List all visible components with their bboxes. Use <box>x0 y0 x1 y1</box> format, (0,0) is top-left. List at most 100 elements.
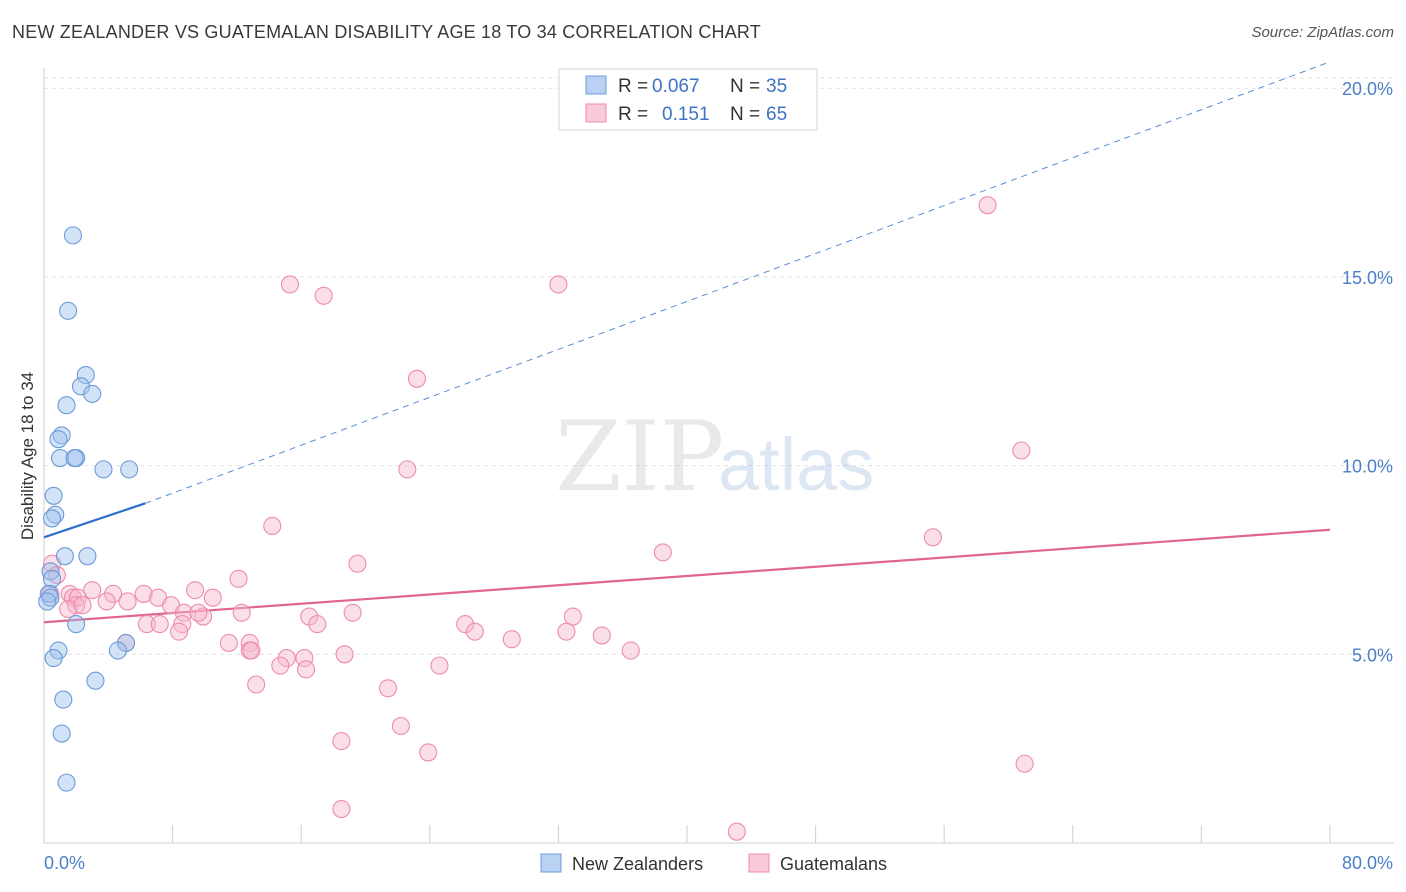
point-guatemalans <box>378 679 398 698</box>
legend-swatch-new-zealanders <box>585 75 607 95</box>
data-points <box>38 196 1034 841</box>
point-new-zealanders <box>108 641 127 660</box>
source-label: Source: ZipAtlas.com <box>1251 24 1394 41</box>
point-guatemalans <box>348 554 367 573</box>
point-guatemalans <box>308 615 327 634</box>
point-guatemalans <box>134 584 153 603</box>
legend-n-value-2: 65 <box>766 104 787 125</box>
point-guatemalans <box>407 369 426 388</box>
trend-lines <box>43 61 1331 624</box>
point-guatemalans <box>59 599 78 619</box>
legend-n-label-1: N = <box>730 76 760 97</box>
y-tick-label: 5.0% <box>1352 645 1393 665</box>
point-guatemalans <box>242 641 261 660</box>
point-guatemalans <box>263 516 282 536</box>
trend-line-solid-1 <box>43 528 1331 624</box>
point-new-zealanders <box>57 773 76 792</box>
legend-swatch-guatemalans <box>585 103 607 123</box>
legend-r-label-1: R = <box>618 76 648 97</box>
point-guatemalans <box>621 641 640 660</box>
x-tick-label-max: 80.0% <box>1342 853 1393 873</box>
point-guatemalans <box>73 596 92 615</box>
y-tick-label: 10.0% <box>1342 457 1393 477</box>
point-guatemalans <box>118 592 137 611</box>
point-new-zealanders <box>44 649 63 668</box>
point-guatemalans <box>186 581 205 600</box>
point-guatemalans <box>169 622 189 641</box>
point-new-zealanders <box>59 301 78 320</box>
axes <box>43 68 1394 844</box>
point-guatemalans <box>314 286 333 305</box>
series-legend-guatemalans: Guatemalans <box>780 854 887 874</box>
point-new-zealanders <box>38 592 57 611</box>
point-guatemalans <box>343 603 362 622</box>
point-new-zealanders <box>42 569 62 588</box>
trend-line-dashed-0 <box>145 61 1331 504</box>
point-new-zealanders <box>83 384 102 403</box>
point-guatemalans <box>502 630 521 649</box>
legend-n-label-2: N = <box>730 104 760 125</box>
legend-r-value-2: 0.151 <box>662 104 710 125</box>
point-guatemalans <box>277 649 296 668</box>
point-new-zealanders <box>44 486 63 505</box>
point-new-zealanders <box>51 448 70 468</box>
point-guatemalans <box>332 799 351 819</box>
point-guatemalans <box>456 615 475 634</box>
point-new-zealanders <box>65 448 84 468</box>
point-new-zealanders <box>49 430 68 449</box>
y-tick-labels: 5.0% 10.0% 15.0% 20.0% <box>1342 79 1393 665</box>
point-guatemalans <box>727 822 746 841</box>
point-new-zealanders <box>57 396 76 415</box>
point-guatemalans <box>592 626 611 645</box>
x-tick-label-min: 0.0% <box>44 853 85 873</box>
grid-lines <box>44 77 1394 655</box>
point-guatemalans <box>97 592 116 611</box>
point-guatemalans <box>137 615 156 634</box>
point-new-zealanders <box>67 615 86 634</box>
point-guatemalans <box>549 275 568 294</box>
point-new-zealanders <box>63 226 82 245</box>
point-guatemalans <box>419 743 438 762</box>
point-guatemalans <box>398 460 417 479</box>
point-new-zealanders <box>55 547 74 566</box>
point-guatemalans <box>219 633 238 653</box>
series-legend-new-zealanders: New Zealanders <box>572 854 703 874</box>
point-guatemalans <box>653 543 672 562</box>
point-guatemalans <box>563 607 582 626</box>
point-guatemalans <box>271 656 290 675</box>
point-guatemalans <box>923 528 942 547</box>
y-axis-title: Disability Age 18 to 34 <box>18 372 37 540</box>
point-new-zealanders <box>41 562 60 581</box>
series-legend: New Zealanders Guatemalans <box>540 853 887 874</box>
chart-title: NEW ZEALANDER VS GUATEMALAN DISABILITY A… <box>12 22 761 42</box>
correlation-legend: R = 0.067 N = 35 R = 0.151 N = 65 <box>558 68 818 131</box>
y-tick-label: 20.0% <box>1342 79 1393 99</box>
point-guatemalans <box>247 675 266 694</box>
point-guatemalans <box>150 615 169 634</box>
point-guatemalans <box>240 633 259 653</box>
point-guatemalans <box>83 581 102 600</box>
point-new-zealanders <box>42 509 62 528</box>
series-legend-swatch-guatemalans <box>748 853 770 873</box>
point-new-zealanders <box>120 460 139 479</box>
legend-r-label-2: R = <box>618 104 648 125</box>
point-new-zealanders <box>76 365 95 385</box>
trend-line-solid-0 <box>43 502 146 539</box>
point-guatemalans <box>296 660 316 679</box>
point-guatemalans <box>557 622 576 641</box>
point-guatemalans <box>978 196 997 215</box>
point-new-zealanders <box>86 671 105 690</box>
point-new-zealanders <box>54 690 73 709</box>
legend-r-value-1: 0.067 <box>652 76 700 97</box>
point-guatemalans <box>174 603 193 622</box>
legend-n-value-1: 35 <box>766 76 787 97</box>
point-guatemalans <box>465 622 484 641</box>
point-new-zealanders <box>52 724 71 743</box>
watermark: ZIP atlas <box>555 401 874 513</box>
point-guatemalans <box>1012 441 1031 460</box>
point-guatemalans <box>229 569 248 588</box>
point-guatemalans <box>189 603 208 622</box>
watermark-zip: ZIP <box>555 401 724 513</box>
point-guatemalans <box>232 603 251 622</box>
